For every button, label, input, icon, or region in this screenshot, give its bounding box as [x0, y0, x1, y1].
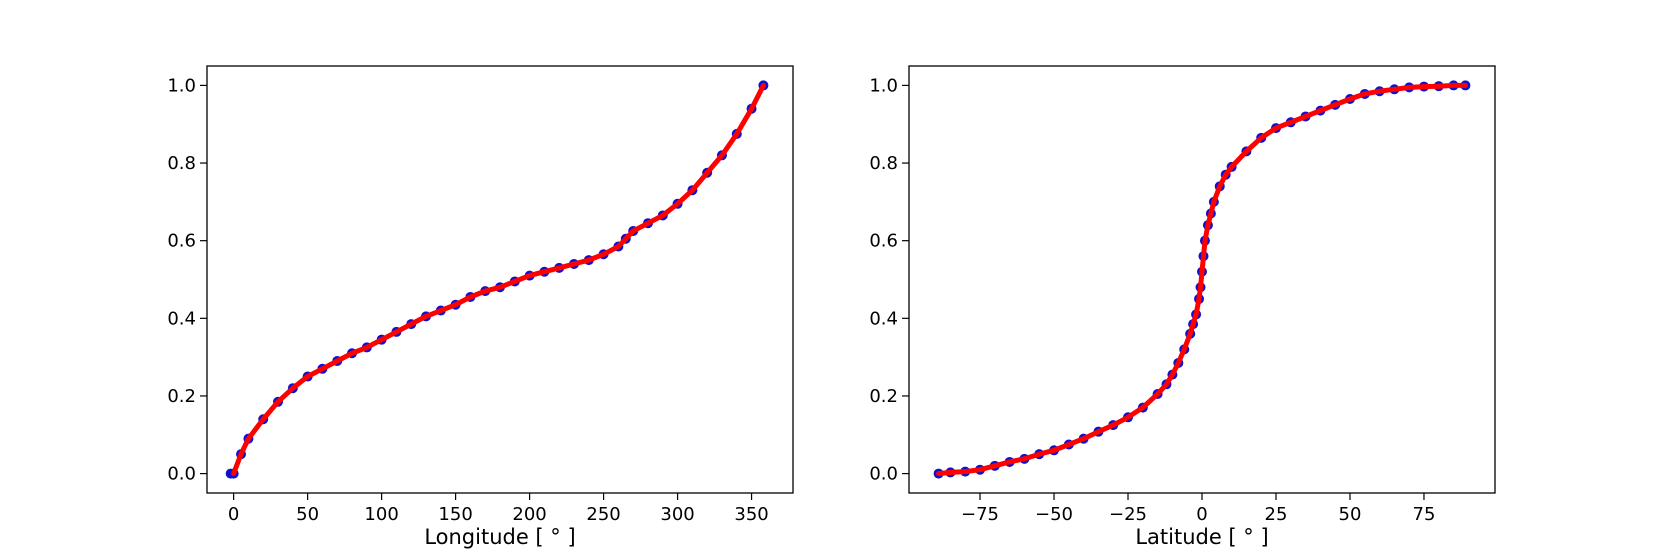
longitude-axes-frame [206, 65, 794, 494]
latitude-fit-line [936, 82, 1468, 477]
longitude-x-tick-label: 50 [296, 504, 319, 525]
latitude-y-tick-label: 1.0 [869, 75, 898, 96]
longitude-y-tick-label: 0.4 [167, 308, 196, 329]
latitude-y-tick-label: 0.0 [869, 464, 898, 485]
longitude-plot-area [225, 80, 769, 479]
longitude-y-tick-label: 0.6 [167, 231, 196, 252]
latitude-x-tick-label: 25 [1265, 504, 1288, 525]
latitude-panel: −75 −50 −25 0 25 50 75 0.0 0.2 0.4 0.6 0.8 1.0 Lati… [869, 65, 1496, 549]
longitude-y-ticks: 0.0 0.2 0.4 0.6 0.8 1.0 [167, 75, 207, 485]
longitude-x-tick-label: 200 [512, 504, 546, 525]
longitude-y-tick-label: 0.0 [167, 464, 196, 485]
longitude-x-tick-label: 350 [734, 504, 768, 525]
latitude-x-tick-label: 75 [1413, 504, 1436, 525]
longitude-fit-line [231, 82, 766, 477]
latitude-y-tick-label: 0.4 [869, 308, 898, 329]
longitude-y-tick-label: 1.0 [167, 75, 196, 96]
longitude-y-tick-label: 0.2 [167, 386, 196, 407]
latitude-x-tick-label: −25 [1109, 504, 1147, 525]
longitude-y-tick-label: 0.8 [167, 153, 196, 174]
latitude-x-axis-label: Latitude [ ° ] [1135, 525, 1268, 549]
longitude-x-tick-label: 250 [586, 504, 620, 525]
longitude-x-tick-label: 150 [438, 504, 472, 525]
latitude-y-tick-label: 0.6 [869, 231, 898, 252]
latitude-x-tick-label: −75 [961, 504, 999, 525]
longitude-x-tick-label: 100 [364, 504, 398, 525]
longitude-x-tick-label: 0 [228, 504, 239, 525]
longitude-x-ticks: 0 50 100 150 200 250 300 350 [228, 493, 769, 525]
latitude-x-tick-label: 50 [1339, 504, 1362, 525]
latitude-plot-area [933, 80, 1471, 479]
longitude-marker-series [225, 80, 769, 479]
latitude-x-tick-label: −50 [1035, 504, 1073, 525]
longitude-panel: 0 50 100 150 200 250 300 350 0.0 0.2 0.4 0.6 0.8 1.0… [167, 65, 794, 549]
longitude-x-axis-label: Longitude [ ° ] [424, 525, 575, 549]
latitude-y-tick-label: 0.2 [869, 386, 898, 407]
latitude-y-ticks: 0.0 0.2 0.4 0.6 0.8 1.0 [869, 75, 909, 485]
longitude-x-tick-label: 300 [660, 504, 694, 525]
latitude-x-tick-label: 0 [1196, 504, 1207, 525]
latitude-y-tick-label: 0.8 [869, 153, 898, 174]
latitude-x-ticks: −75 −50 −25 0 25 50 75 [961, 493, 1435, 525]
